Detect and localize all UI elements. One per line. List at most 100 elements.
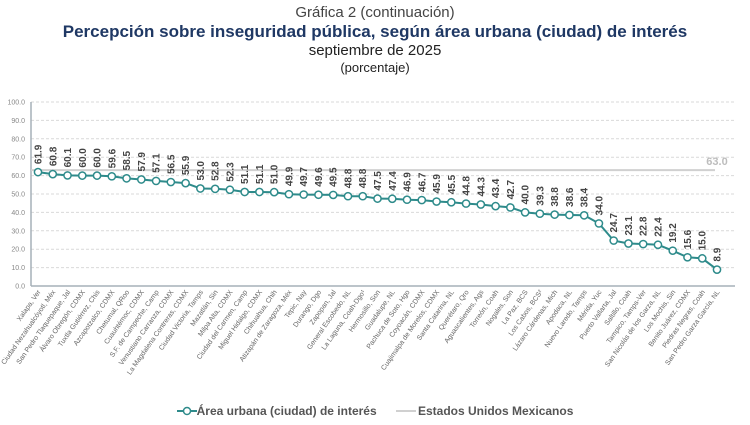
legend: Área urbana (ciudad) de interés Estados … [0,404,750,419]
y-tick-label: 20.0 [11,247,25,254]
y-tick-label: 50.0 [11,192,25,199]
data-point [505,203,515,212]
legend-line-icon [396,410,416,412]
data-point [683,252,692,262]
data-label: 8.9 [713,247,724,261]
data-label: 42.7 [506,180,517,200]
data-label: 47.4 [388,171,399,191]
data-label: 34.0 [594,196,605,216]
data-label: 60.1 [63,148,74,168]
data-label: 52.3 [225,162,236,182]
data-point [48,169,58,179]
y-tick-label: 80.0 [11,136,25,143]
data-point [697,254,707,263]
data-point [476,200,486,209]
data-point [255,187,264,197]
data-label: 51.1 [240,164,251,184]
data-label: 40.0 [521,184,532,204]
series-points [33,167,722,274]
data-point [565,210,574,220]
data-point [491,201,500,211]
data-label: 46.9 [403,172,414,192]
data-point [196,184,205,193]
data-point [284,189,294,199]
data-point [166,177,176,187]
data-label: 60.0 [93,148,104,168]
data-label: 48.8 [358,168,369,188]
data-point [432,197,441,206]
data-point [107,171,117,181]
data-label: 38.4 [580,187,591,207]
data-label: 15.6 [683,229,694,249]
data-point [240,187,250,197]
data-label: 51.0 [270,164,281,184]
axes [30,102,735,287]
data-point [151,176,161,186]
y-tick-label: 60.0 [11,173,25,180]
data-point [122,174,131,183]
data-point [579,210,589,220]
data-label: 55.9 [181,155,192,175]
data-point [520,208,530,217]
data-label: 49.6 [314,167,325,187]
data-point [63,171,72,180]
data-point [638,239,648,249]
data-label: 49.5 [329,167,340,187]
data-point [461,199,471,208]
data-point [314,190,323,200]
data-point [387,194,397,204]
data-point [402,195,412,205]
data-label: 43.4 [491,178,502,198]
data-point [535,209,545,219]
data-label: 45.5 [447,174,458,194]
data-point [33,167,43,177]
chart-unit: (porcentaje) [340,60,410,75]
y-tick-label: 10.0 [11,265,25,272]
legend-label-city: Área urbana (ciudad) de interés [196,404,377,418]
data-label: 49.9 [284,166,295,186]
gridlines [31,101,735,269]
data-point [343,191,353,201]
data-label: 19.2 [668,223,679,243]
data-label: 23.1 [624,216,635,236]
data-point [328,190,338,200]
data-label: 15.0 [698,230,709,250]
data-point [136,175,146,184]
data-label: 38.6 [565,187,576,207]
data-point [417,195,427,205]
data-point [624,239,633,248]
data-point [594,219,604,228]
data-point [181,178,190,188]
data-label: 52.8 [211,161,222,181]
data-label: 45.9 [432,174,443,194]
legend-item-national: Estados Unidos Mexicanos [396,404,573,418]
data-label: 60.8 [48,146,59,166]
data-label: 46.7 [417,172,428,192]
data-point [358,191,368,201]
data-point [712,265,722,274]
y-axis-ticks: 0.0 10.0 20.0 30.0 40.0 50.0 60.0 70.0 80.0 90.0 1… [7,100,25,291]
data-label: 49.7 [299,167,310,187]
data-point [653,240,663,250]
data-point [668,246,678,256]
chart-title: Percepción sobre inseguridad pública, se… [62,22,688,41]
legend-item-city: Área urbana (ciudad) de interés [176,404,377,418]
chart-subtitle: septiembre de 2025 [308,42,442,59]
y-tick-label: 70.0 [11,155,25,162]
legend-line-marker-icon [176,406,197,416]
y-tick-label: 100.0 [7,100,25,107]
chart-header: Gráfica 2 (continuación) Percepción sobr… [0,4,750,76]
national-reference: 63.0 [31,156,728,172]
data-label: 56.5 [166,154,177,174]
data-label: 57.9 [137,152,148,172]
data-label: 39.3 [535,186,546,206]
data-point [210,184,220,194]
data-label: 24.7 [609,213,620,233]
data-labels: 61.9 60.8 60.1 60.0 60.0 59.6 58.5 57.9 57.1 56.5… [34,144,724,261]
legend-label-national: Estados Unidos Mexicanos [418,404,574,418]
data-point [609,236,619,245]
data-label: 60.0 [78,148,89,168]
national-value-label: 63.0 [706,156,727,168]
